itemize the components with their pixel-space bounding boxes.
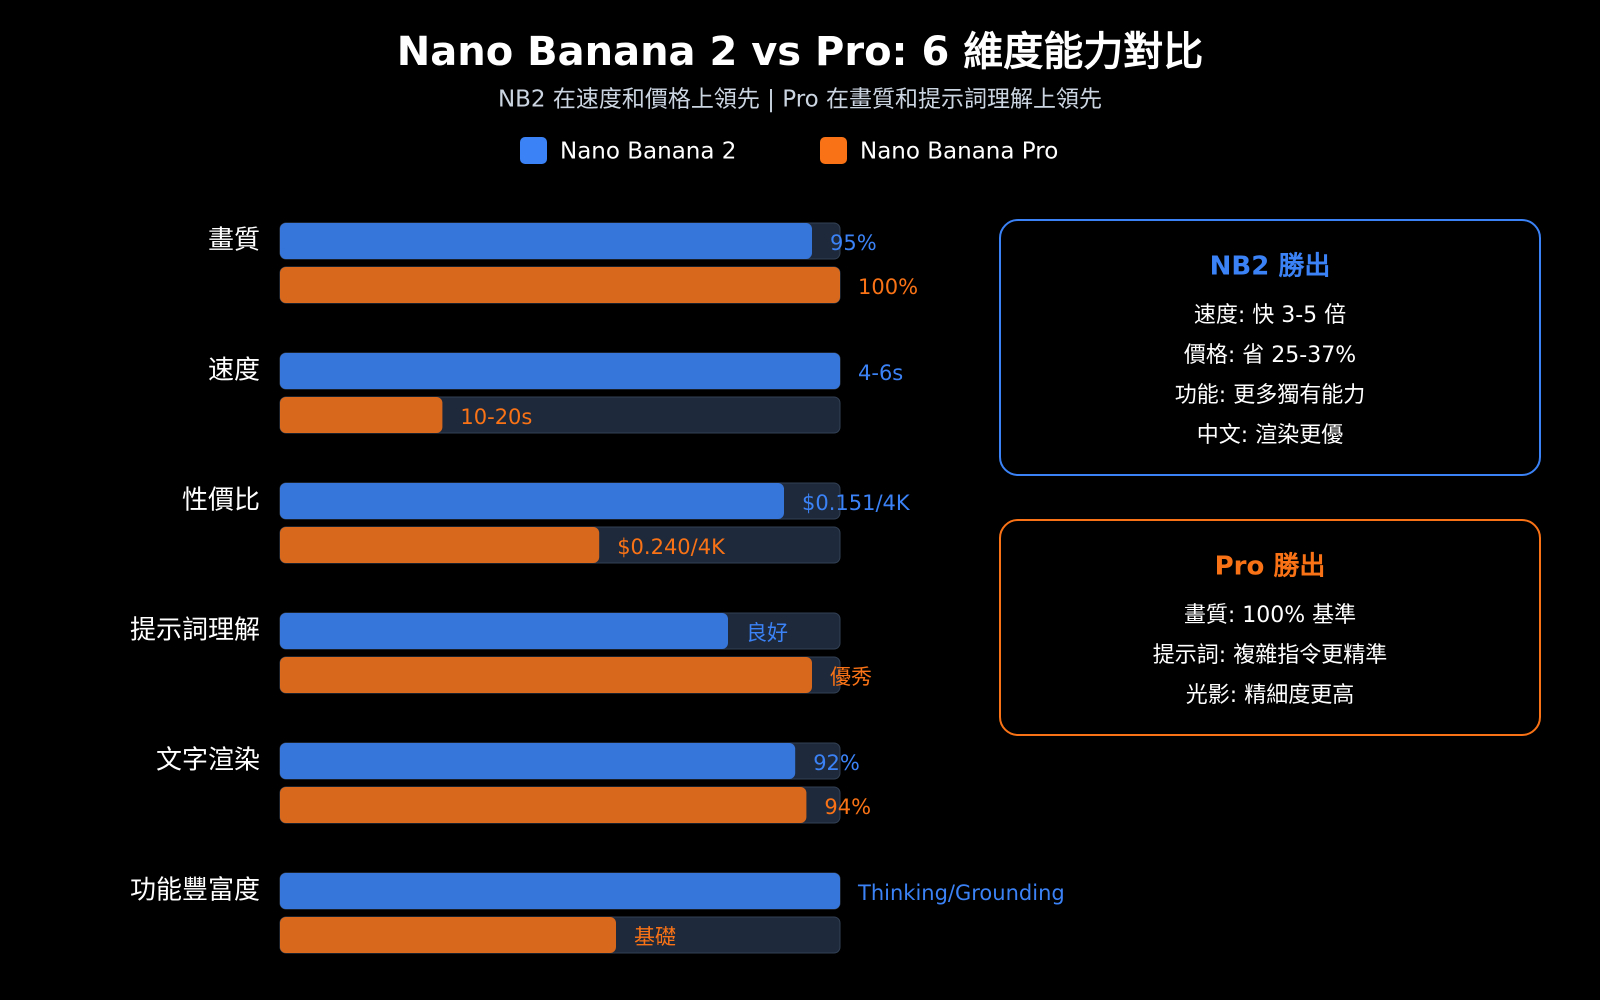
bar-label: Thinking/Grounding [857, 881, 1065, 905]
category-label: 提示詞理解 [130, 616, 260, 646]
bar-label: 良好 [746, 621, 788, 645]
bar-label: 基礎 [634, 925, 676, 949]
category-label: 文字渲染 [156, 746, 260, 776]
bar [280, 353, 840, 389]
bar-label: 10-20s [460, 405, 532, 429]
bar [280, 527, 600, 563]
panel-title: NB2 勝出 [1210, 252, 1331, 282]
bar-label: 94% [824, 795, 871, 819]
panel-item: 提示詞: 複雜指令更精準 [1153, 643, 1387, 668]
bar [280, 873, 840, 909]
category-label: 性價比 [182, 486, 260, 516]
bar [280, 743, 796, 779]
panel-item: 功能: 更多獨有能力 [1175, 383, 1365, 408]
bar-label: $0.151/4K [802, 491, 911, 515]
bar-label: 100% [858, 275, 918, 299]
bar [280, 917, 616, 953]
panel-item: 速度: 快 3-5 倍 [1194, 303, 1346, 328]
bar [280, 613, 728, 649]
bar [280, 483, 784, 519]
bar-label: 95% [830, 231, 877, 255]
chart-subtitle: NB2 在速度和價格上領先 | Pro 在畫質和提示詞理解上領先 [498, 87, 1102, 113]
bar [280, 267, 840, 303]
bar [280, 397, 443, 433]
bar-label: 優秀 [830, 665, 872, 689]
bar-label: $0.240/4K [617, 535, 726, 559]
category-label: 畫質 [208, 226, 260, 256]
panel-item: 價格: 省 25-37% [1184, 343, 1356, 368]
category-label: 速度 [208, 356, 260, 386]
bar-label: 92% [813, 751, 860, 775]
panel-item: 光影: 精細度更高 [1186, 683, 1354, 708]
legend-label: Nano Banana Pro [860, 139, 1058, 165]
legend-swatch [520, 137, 547, 164]
bar [280, 787, 807, 823]
legend-swatch [820, 137, 847, 164]
legend-label: Nano Banana 2 [560, 139, 736, 165]
panel-item: 畫質: 100% 基準 [1184, 603, 1356, 628]
panel-item: 中文: 渲染更優 [1197, 423, 1343, 448]
panel [999, 219, 1541, 476]
chart-title: Nano Banana 2 vs Pro: 6 維度能力對比 [397, 29, 1203, 75]
bar [280, 223, 812, 259]
panel-title: Pro 勝出 [1215, 552, 1326, 582]
bar-label: 4-6s [858, 361, 903, 385]
category-label: 功能豐富度 [130, 876, 260, 906]
bar [280, 657, 812, 693]
panel [999, 519, 1541, 736]
